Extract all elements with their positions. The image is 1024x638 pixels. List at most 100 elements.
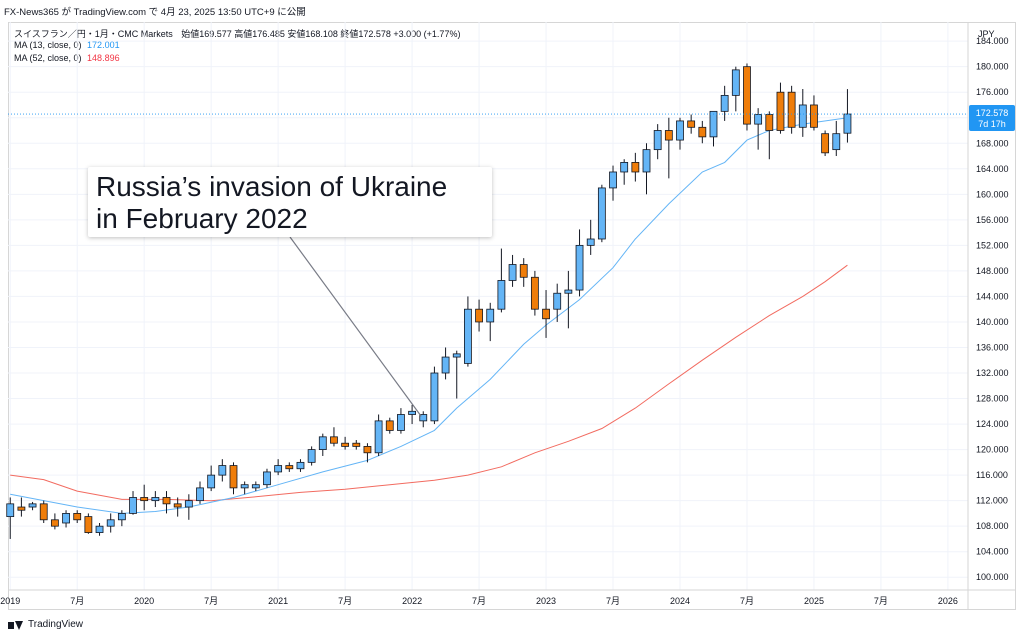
candle-body xyxy=(575,244,584,291)
candle xyxy=(798,89,807,137)
candle-body xyxy=(196,487,204,502)
chart-frame xyxy=(8,22,1016,610)
candle-body xyxy=(140,497,149,502)
annotation-line-1: Russia’s invasion of Ukraine xyxy=(96,171,448,202)
candle-body xyxy=(274,465,283,473)
candle-body xyxy=(229,465,238,489)
candle xyxy=(106,513,115,533)
candle-body xyxy=(486,308,495,323)
footer-brand: TradingView xyxy=(28,619,84,630)
candle-body xyxy=(296,461,305,470)
candle xyxy=(776,82,785,134)
candle-body xyxy=(117,513,126,521)
candle-body xyxy=(62,513,70,524)
candle xyxy=(129,491,137,515)
symbol-info: スイスフラン／円・1月・CMC Markets 始値169.577 高値176.… xyxy=(14,27,460,40)
candle xyxy=(720,85,729,121)
x-tick-label: 2025 xyxy=(804,596,824,606)
x-tick-label: 7月 xyxy=(70,596,84,606)
x-tick-label: 7月 xyxy=(204,596,218,606)
indicator-ma13-value: 172.001 xyxy=(87,40,120,50)
candle-body xyxy=(207,474,216,489)
candles xyxy=(6,63,852,539)
candle-body xyxy=(95,525,104,533)
candle-body xyxy=(285,465,294,470)
candle xyxy=(676,117,684,150)
x-tick-label: 7月 xyxy=(606,596,620,606)
candle xyxy=(530,270,539,316)
candle-body xyxy=(330,436,338,444)
candle-body xyxy=(664,130,673,141)
candle-body xyxy=(720,94,729,112)
y-tick-label: 160.000 xyxy=(976,189,1009,199)
candle xyxy=(374,414,383,456)
candle xyxy=(318,433,327,456)
candle-body xyxy=(17,506,26,511)
candle xyxy=(441,347,450,380)
candle-body xyxy=(497,280,506,310)
candle xyxy=(151,491,160,508)
candle-body xyxy=(754,114,763,125)
x-tick-label: 2021 xyxy=(268,596,288,606)
y-tick-label: 176.000 xyxy=(976,87,1009,97)
candle-body xyxy=(240,484,249,489)
candle-body xyxy=(676,120,684,141)
candle-body xyxy=(452,353,461,358)
candle xyxy=(285,462,294,472)
candle-body xyxy=(352,442,361,447)
candle-body xyxy=(73,513,82,521)
ohlc-values: 始値169.577 高値176.485 安値168.108 終値172.578 … xyxy=(181,29,461,39)
candle xyxy=(6,497,15,539)
indicator-ma52[interactable]: MA (52, close, 0) 148.896 xyxy=(14,53,120,63)
candle-body xyxy=(776,91,785,131)
candle-body xyxy=(609,171,617,189)
candle xyxy=(586,219,595,255)
x-tick-label: 2019 xyxy=(0,596,20,606)
candle-body xyxy=(84,516,93,533)
candle xyxy=(62,510,70,528)
candle xyxy=(687,114,696,134)
candle xyxy=(263,468,271,488)
candle xyxy=(564,270,573,329)
candle xyxy=(832,120,841,157)
y-tick-label: 128.000 xyxy=(976,394,1009,404)
annotation-callout[interactable]: Russia’s invasion of Ukraine in February… xyxy=(88,167,492,237)
y-tick-label: 124.000 xyxy=(976,419,1009,429)
candle xyxy=(84,513,93,534)
indicator-ma13-label: MA (13, close, 0) xyxy=(14,40,82,50)
candle xyxy=(408,404,416,425)
candle-body xyxy=(263,471,271,486)
candle-body xyxy=(218,465,227,476)
candle-body xyxy=(6,503,15,518)
candle xyxy=(452,350,461,399)
candle xyxy=(698,120,707,144)
candle xyxy=(642,143,651,195)
candle-body xyxy=(798,104,807,128)
indicator-ma52-value: 148.896 xyxy=(87,53,120,63)
y-tick-label: 116.000 xyxy=(976,470,1008,480)
candle-body xyxy=(184,500,193,508)
candle-body xyxy=(464,308,472,364)
candle-body xyxy=(642,149,651,173)
candle xyxy=(419,411,428,428)
y-tick-label: 120.000 xyxy=(976,445,1009,455)
candle-body xyxy=(731,69,740,96)
candle-body xyxy=(307,449,316,463)
candle xyxy=(519,258,528,287)
candle xyxy=(352,440,361,450)
candle xyxy=(173,497,182,517)
x-tick-label: 7月 xyxy=(472,596,486,606)
indicator-ma13[interactable]: MA (13, close, 0) 172.001 xyxy=(14,40,120,50)
y-tick-label: 100.000 xyxy=(976,572,1009,582)
candle xyxy=(475,299,483,332)
y-tick-label: 180.000 xyxy=(976,62,1009,72)
symbol-name[interactable]: スイスフラン／円・1月・CMC Markets xyxy=(14,29,173,39)
candle xyxy=(229,462,238,495)
y-tick-label: 144.000 xyxy=(976,291,1009,301)
candle xyxy=(743,63,751,131)
candle xyxy=(597,184,606,243)
candle xyxy=(821,130,830,157)
currency-label: JPY xyxy=(978,29,995,39)
candle xyxy=(631,152,640,182)
